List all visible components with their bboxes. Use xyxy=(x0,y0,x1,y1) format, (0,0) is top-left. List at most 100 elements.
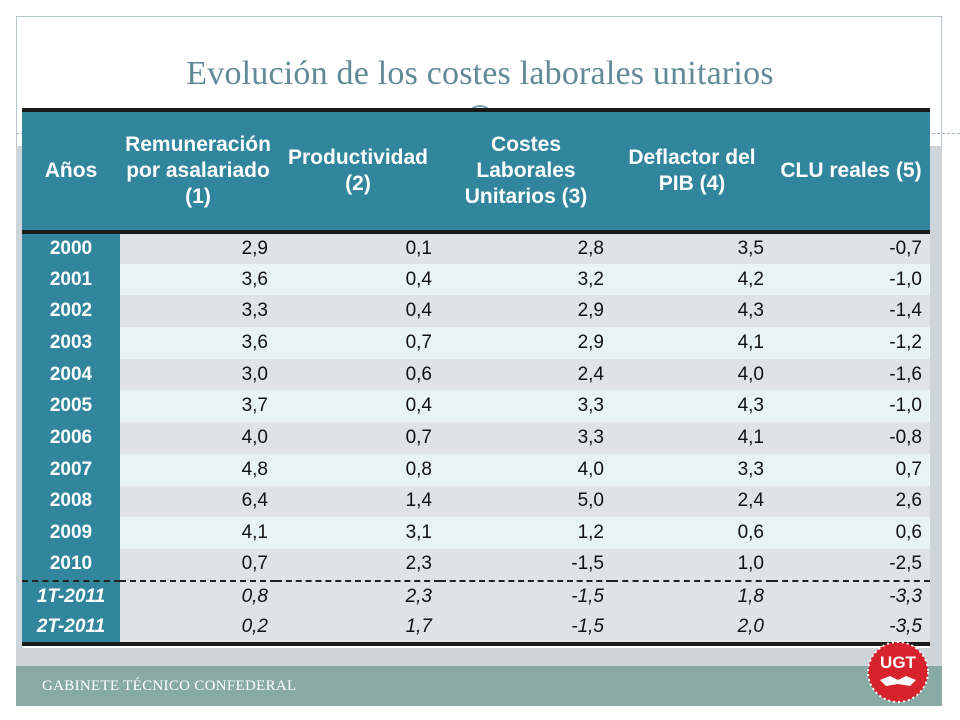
cell-value: 4,3 xyxy=(612,390,772,423)
table-header-row: Años Remuneración por asalariado (1) Produ… xyxy=(22,108,930,234)
cell-value: 4,1 xyxy=(120,517,276,549)
row-year: 2000 xyxy=(22,232,120,264)
cell-value: -1,2 xyxy=(772,327,930,359)
cell-value: -1,0 xyxy=(772,263,930,296)
cell-value: 2,9 xyxy=(440,327,612,359)
cell-value: 3,1 xyxy=(276,517,440,549)
cell-value: 5,0 xyxy=(440,485,612,518)
footer-label: GABINETE TÉCNICO CONFEDERAL xyxy=(42,678,297,694)
cell-value: 4,0 xyxy=(120,422,276,454)
cell-value: 3,6 xyxy=(120,327,276,359)
cell-value: 4,1 xyxy=(612,422,772,454)
cell-value: -1,0 xyxy=(772,390,930,423)
row-year: 2010 xyxy=(22,548,120,581)
cell-value: -1,5 xyxy=(440,579,612,613)
cell-value: 0,7 xyxy=(276,327,440,359)
row-year: 1T-2011 xyxy=(22,579,120,613)
cell-value: 0,6 xyxy=(612,517,772,549)
cell-value: 0,4 xyxy=(276,263,440,296)
cell-value: -3,3 xyxy=(772,579,930,613)
table-row: 2005 3,7 0,4 3,3 4,3 -1,0 xyxy=(22,390,930,423)
cell-value: -0,7 xyxy=(772,232,930,264)
footer-bar xyxy=(16,666,942,706)
cell-value: 2,3 xyxy=(276,579,440,613)
cell-value: 2,0 xyxy=(612,612,772,646)
cell-value: 1,8 xyxy=(612,579,772,613)
cell-value: 3,0 xyxy=(120,358,276,391)
table-row: 2003 3,6 0,7 2,9 4,1 -1,2 xyxy=(22,327,930,359)
cell-value: 0,8 xyxy=(276,453,440,486)
table-row: 2009 4,1 3,1 1,2 0,6 0,6 xyxy=(22,517,930,549)
clu-table-container: Años Remuneración por asalariado (1) Produ… xyxy=(22,108,930,648)
cell-value: 2,9 xyxy=(440,295,612,328)
table-body: 2000 2,9 0,1 2,8 3,5 -0,7 2001 3,6 0,4 3,2 4,2 -1,0… xyxy=(22,232,930,646)
cell-value: 0,2 xyxy=(120,612,276,646)
table-row: 2010 0,7 2,3 -1,5 1,0 -2,5 xyxy=(22,548,930,581)
cell-value: 0,7 xyxy=(772,453,930,486)
cell-value: 2,3 xyxy=(276,548,440,581)
header-column-5: CLU reales (5) xyxy=(772,108,930,234)
cell-value: 0,1 xyxy=(276,232,440,264)
cell-value: 0,4 xyxy=(276,390,440,423)
cell-value: 1,4 xyxy=(276,485,440,518)
cell-value: -2,5 xyxy=(772,548,930,581)
table-row: 2004 3,0 0,6 2,4 4,0 -1,6 xyxy=(22,358,930,391)
cell-value: 3,3 xyxy=(120,295,276,328)
cell-value: 3,6 xyxy=(120,263,276,296)
clu-table: Años Remuneración por asalariado (1) Produ… xyxy=(22,108,930,646)
cell-value: 0,7 xyxy=(276,422,440,454)
ugt-logo-icon: UGT xyxy=(867,641,929,703)
row-year: 2001 xyxy=(22,263,120,296)
cell-value: 0,6 xyxy=(772,517,930,549)
cell-value: 3,3 xyxy=(440,422,612,454)
cell-value: 0,7 xyxy=(120,548,276,581)
table-row: 2002 3,3 0,4 2,9 4,3 -1,4 xyxy=(22,295,930,328)
cell-value: 3,7 xyxy=(120,390,276,423)
row-year: 2T-2011 xyxy=(22,612,120,646)
cell-value: 3,3 xyxy=(612,453,772,486)
header-column-2: Productividad (2) xyxy=(276,108,440,234)
cell-value: -1,5 xyxy=(440,612,612,646)
cell-value: -1,6 xyxy=(772,358,930,391)
table-row: 2006 4,0 0,7 3,3 4,1 -0,8 xyxy=(22,422,930,454)
cell-value: 4,8 xyxy=(120,453,276,486)
header-column-3: Costes Laborales Unitarios (3) xyxy=(440,108,612,234)
cell-value: 3,2 xyxy=(440,263,612,296)
cell-value: 1,7 xyxy=(276,612,440,646)
cell-value: -1,5 xyxy=(440,548,612,581)
cell-value: 0,6 xyxy=(276,358,440,391)
cell-value: 2,8 xyxy=(440,232,612,264)
slide-title: Evolución de los costes laborales unitar… xyxy=(186,55,774,92)
cell-value: 2,9 xyxy=(120,232,276,264)
cell-value: 4,0 xyxy=(612,358,772,391)
cell-value: -1,4 xyxy=(772,295,930,328)
header-years: Años xyxy=(22,108,120,234)
row-year: 2002 xyxy=(22,295,120,328)
row-year: 2008 xyxy=(22,485,120,518)
row-year: 2003 xyxy=(22,327,120,359)
cell-value: 3,5 xyxy=(612,232,772,264)
table-row: 1T-2011 0,8 2,3 -1,5 1,8 -3,3 xyxy=(22,579,930,613)
header-column-4: Deflactor del PIB (4) xyxy=(612,108,772,234)
row-year: 2004 xyxy=(22,358,120,391)
row-year: 2005 xyxy=(22,390,120,423)
cell-value: 1,0 xyxy=(612,548,772,581)
cell-value: 4,3 xyxy=(612,295,772,328)
row-year: 2009 xyxy=(22,517,120,549)
cell-value: 6,4 xyxy=(120,485,276,518)
table-row: 2000 2,9 0,1 2,8 3,5 -0,7 xyxy=(22,232,930,264)
table-row: 2008 6,4 1,4 5,0 2,4 2,6 xyxy=(22,485,930,518)
row-year: 2006 xyxy=(22,422,120,454)
table-row: 2T-2011 0,2 1,7 -1,5 2,0 -3,5 xyxy=(22,612,930,646)
header-column-1: Remuneración por asalariado (1) xyxy=(120,108,276,234)
cell-value: 4,1 xyxy=(612,327,772,359)
cell-value: 0,8 xyxy=(120,579,276,613)
cell-value: -0,8 xyxy=(772,422,930,454)
cell-value: 1,2 xyxy=(440,517,612,549)
row-year: 2007 xyxy=(22,453,120,486)
cell-value: 0,4 xyxy=(276,295,440,328)
cell-value: 2,6 xyxy=(772,485,930,518)
ugt-logo-text: UGT xyxy=(880,653,917,672)
table-row: 2007 4,8 0,8 4,0 3,3 0,7 xyxy=(22,453,930,486)
cell-value: 4,2 xyxy=(612,263,772,296)
